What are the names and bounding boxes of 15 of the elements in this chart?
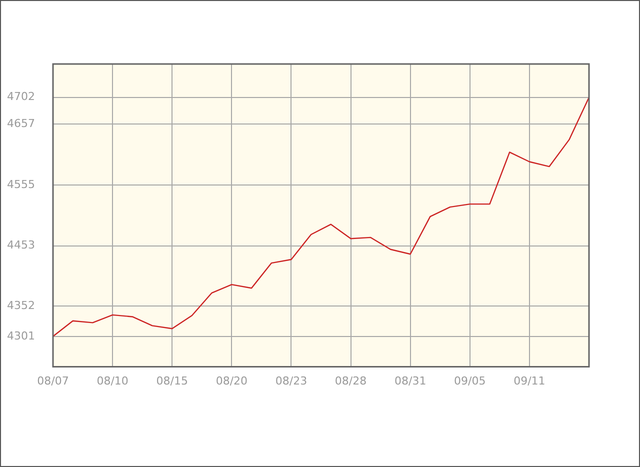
y-tick-label: 4702	[7, 90, 35, 104]
x-tick-label: 08/10	[96, 374, 128, 388]
x-tick-label: 09/11	[514, 374, 546, 388]
x-tick-label: 08/31	[394, 374, 426, 388]
y-tick-label: 4301	[7, 329, 35, 342]
y-tick-label: 4657	[7, 117, 35, 130]
x-tick-label: 08/15	[156, 374, 188, 388]
x-tick-label: 08/20	[216, 374, 248, 388]
x-tick-label: 08/28	[334, 374, 367, 388]
x-tick-label: 09/05	[454, 374, 486, 388]
x-tick-label: 08/07	[37, 374, 69, 388]
x-tick-label: 08/23	[275, 374, 308, 388]
y-tick-label: 4453	[7, 238, 35, 252]
y-tick-label: 4555	[7, 178, 35, 191]
y-tick-label: 4352	[7, 298, 35, 312]
